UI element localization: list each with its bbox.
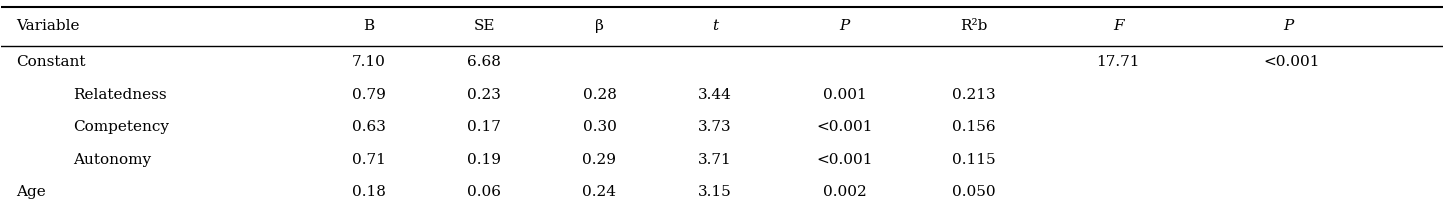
Text: <0.001: <0.001: [816, 120, 872, 134]
Text: 0.28: 0.28: [582, 88, 617, 102]
Text: R²b: R²b: [960, 19, 988, 33]
Text: 0.19: 0.19: [468, 153, 501, 167]
Text: 0.18: 0.18: [352, 185, 386, 199]
Text: 7.10: 7.10: [352, 55, 386, 69]
Text: P: P: [1284, 19, 1298, 33]
Text: 0.115: 0.115: [953, 153, 996, 167]
Text: 0.79: 0.79: [352, 88, 386, 102]
Text: 0.156: 0.156: [953, 120, 996, 134]
Text: 0.001: 0.001: [823, 88, 866, 102]
Text: 0.002: 0.002: [823, 185, 866, 199]
Text: 3.71: 3.71: [697, 153, 732, 167]
Text: F: F: [1113, 19, 1123, 33]
Text: Age: Age: [16, 185, 46, 199]
Text: 0.23: 0.23: [468, 88, 501, 102]
Text: 6.68: 6.68: [468, 55, 501, 69]
Text: 3.44: 3.44: [697, 88, 732, 102]
Text: <0.001: <0.001: [816, 153, 872, 167]
Text: β: β: [595, 19, 604, 33]
Text: P: P: [839, 19, 849, 33]
Text: 0.06: 0.06: [468, 185, 501, 199]
Text: 0.24: 0.24: [582, 185, 617, 199]
Text: Autonomy: Autonomy: [74, 153, 152, 167]
Text: Relatedness: Relatedness: [74, 88, 168, 102]
Text: SE: SE: [474, 19, 495, 33]
Text: Variable: Variable: [16, 19, 79, 33]
Text: 0.213: 0.213: [953, 88, 996, 102]
Text: 0.30: 0.30: [582, 120, 617, 134]
Text: 0.050: 0.050: [953, 185, 996, 199]
Text: B: B: [364, 19, 374, 33]
Text: 0.71: 0.71: [352, 153, 386, 167]
Text: 0.17: 0.17: [468, 120, 501, 134]
Text: Competency: Competency: [74, 120, 169, 134]
Text: 0.29: 0.29: [582, 153, 617, 167]
Text: 3.15: 3.15: [697, 185, 732, 199]
Text: Constant: Constant: [16, 55, 85, 69]
Text: 3.73: 3.73: [697, 120, 732, 134]
Text: 17.71: 17.71: [1096, 55, 1141, 69]
Text: t: t: [712, 19, 718, 33]
Text: <0.001: <0.001: [1264, 55, 1320, 69]
Text: 0.63: 0.63: [352, 120, 386, 134]
